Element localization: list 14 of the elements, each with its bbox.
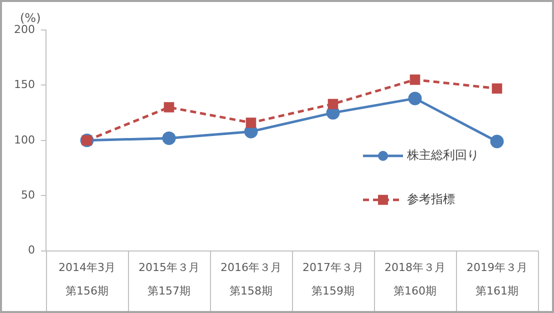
y-tick-label: 200	[14, 22, 35, 36]
x-tick-label: 2015年３月第157期	[138, 261, 200, 298]
y-tick-label: 150	[14, 78, 35, 92]
y-tick-label: 50	[20, 188, 35, 202]
x-tick-label: 2014年3月第156期	[58, 261, 116, 298]
legend-label: 参考指標	[407, 192, 455, 206]
x-tick-label: 2017年３月第159期	[302, 261, 364, 298]
y-tick-label: 0	[28, 244, 35, 257]
legend-label: 株主総利回り	[406, 148, 479, 162]
x-tick-label: 2019年３月第161期	[466, 261, 528, 298]
x-tick-label: 2016年３月第158期	[220, 261, 282, 298]
y-axis-title: (%)	[20, 11, 41, 26]
x-tick-label: 2018年３月第160期	[384, 261, 446, 298]
y-tick-label: 100	[14, 133, 35, 146]
